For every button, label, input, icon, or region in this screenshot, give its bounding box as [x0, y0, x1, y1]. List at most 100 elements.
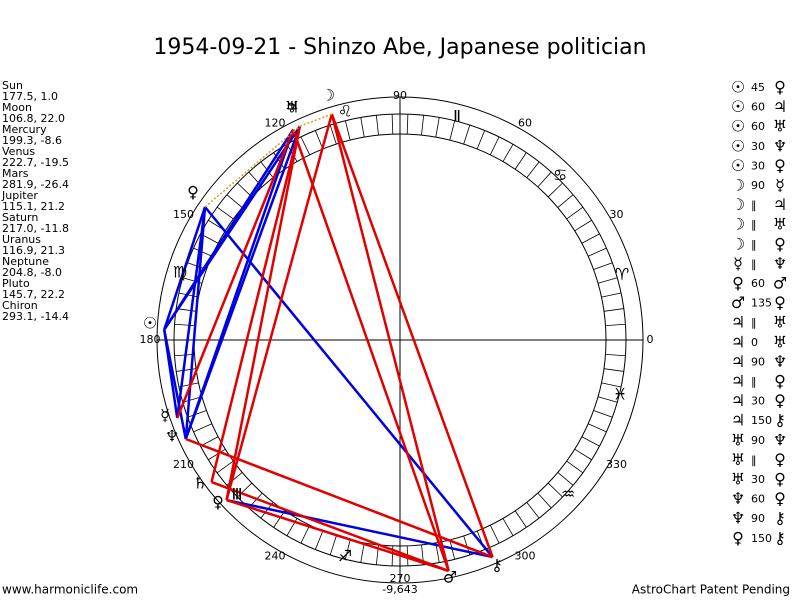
ring-hatch [537, 492, 552, 509]
aspect-planet: ♀ [774, 450, 786, 469]
degree-label: 120 [265, 116, 286, 129]
planet-position: 199.3, -8.6 [2, 134, 62, 147]
aspect-planet: ♃ [731, 411, 745, 430]
ring-hatch [597, 277, 618, 284]
zodiac-sign: Ⅲ [231, 485, 242, 504]
aspect-type: ‖ [751, 257, 757, 270]
aspect-line [226, 498, 450, 573]
planet-name: Moon [2, 101, 32, 114]
ring-hatch [557, 472, 574, 486]
ring-hatch [605, 353, 626, 357]
zodiac-sign: ♒ [561, 485, 575, 504]
title: 1954-09-21 - Shinzo Abe, Japanese politi… [153, 35, 646, 60]
aspect-planet: ♃ [731, 352, 745, 371]
degree-label: 330 [606, 458, 627, 471]
aspect-planet: ♀ [774, 470, 786, 489]
planet-glyph: ♅ [285, 98, 299, 117]
ring-hatch [300, 136, 311, 156]
ring-hatch [174, 323, 195, 327]
planet-position: 115.1, 21.2 [2, 200, 65, 213]
ring-hatch [514, 152, 527, 170]
ring-hatch [588, 423, 607, 433]
ring-hatch [489, 524, 500, 544]
planet-glyph: ☉ [143, 314, 157, 333]
planet-name: Neptune [2, 255, 49, 268]
aspect-planet: ♀ [732, 274, 744, 293]
ring-hatch [176, 368, 197, 372]
aspect-line [163, 206, 207, 331]
planet-name: Venus [2, 145, 35, 158]
aspect-planet: ♆ [731, 489, 745, 508]
aspect-planet: ☽ [731, 234, 745, 253]
aspect-planet: ♅ [731, 430, 745, 449]
planet-glyph: ⚷ [491, 556, 503, 575]
ring-hatch [601, 292, 622, 298]
ring-hatch [329, 124, 337, 145]
planet-name: Mars [2, 167, 29, 180]
aspect-planet: ♃ [731, 313, 745, 332]
zodiac-sign: ♈ [615, 265, 629, 284]
aspect-planet: ♀ [774, 391, 786, 410]
zodiac-sign: ♍ [173, 263, 187, 282]
aspect-planet: ☿ [733, 254, 743, 273]
planet-position: 222.7, -19.5 [2, 156, 69, 169]
ring-hatch [237, 182, 253, 198]
ring-hatch [421, 115, 425, 136]
planet-glyph: ☿ [160, 406, 170, 425]
ring-hatch [300, 524, 311, 544]
aspect-planet: ♆ [773, 136, 787, 155]
aspect-lines [162, 113, 494, 573]
ring-hatch [588, 247, 607, 257]
ring-hatch [601, 382, 622, 388]
zodiac-sign: ♐ [338, 547, 352, 566]
aspect-line [176, 206, 207, 419]
ring-hatch [574, 448, 592, 461]
planet-position: 281.9, -26.4 [2, 178, 69, 191]
ring-hatch [526, 502, 540, 519]
planet-name: Jupiter [1, 189, 38, 202]
aspect-line [204, 206, 494, 558]
aspect-planet: ♅ [773, 332, 787, 351]
aspect-line [163, 125, 301, 331]
planet-position: 217.0, -11.8 [2, 222, 69, 235]
ring-hatch [391, 114, 394, 135]
aspect-planet: ♀ [774, 489, 786, 508]
ring-hatch [187, 410, 207, 418]
aspect-type: 90 [751, 179, 765, 192]
aspect-type: 45 [751, 81, 765, 94]
aspect-line [162, 329, 187, 440]
aspect-type: ‖ [751, 238, 757, 251]
footer-right: AstroChart Patent Pending [632, 583, 790, 597]
zodiac-sign: ♓ [613, 385, 627, 404]
aspect-type: 60 [751, 101, 765, 114]
aspect-planet: ♃ [731, 391, 745, 410]
aspect-type: 30 [751, 140, 765, 153]
aspect-planet: ♀ [774, 234, 786, 253]
ring-hatch [375, 115, 379, 136]
aspect-type: 90 [751, 355, 765, 368]
aspect-type: 90 [751, 512, 765, 525]
ring-hatch [603, 368, 624, 372]
ring-hatch [344, 539, 351, 560]
aspect-line [330, 113, 494, 558]
ring-hatch [593, 262, 613, 270]
aspect-planet: ☉ [731, 156, 745, 175]
aspect-planet: ☉ [731, 117, 745, 136]
ring-hatch [406, 114, 409, 135]
aspect-planet: ♂ [731, 293, 745, 312]
aspect-planet: ♃ [773, 195, 787, 214]
aspect-planet: ♅ [773, 117, 787, 136]
footer-left: www.harmoniclife.com [2, 583, 138, 597]
degree-label: 30 [610, 208, 624, 221]
ring-hatch [502, 518, 514, 536]
ring-hatch [226, 194, 243, 208]
ring-hatch [597, 396, 618, 403]
ring-hatch [463, 124, 471, 145]
degree-label: 150 [173, 208, 194, 221]
aspect-type: ‖ [751, 316, 757, 329]
planet-position: 177.5, 1.0 [2, 90, 58, 103]
aspect-type: 60 [751, 120, 765, 133]
degree-label: 210 [173, 458, 194, 471]
ring-hatch [435, 117, 440, 138]
aspect-planet: ♆ [731, 509, 745, 528]
